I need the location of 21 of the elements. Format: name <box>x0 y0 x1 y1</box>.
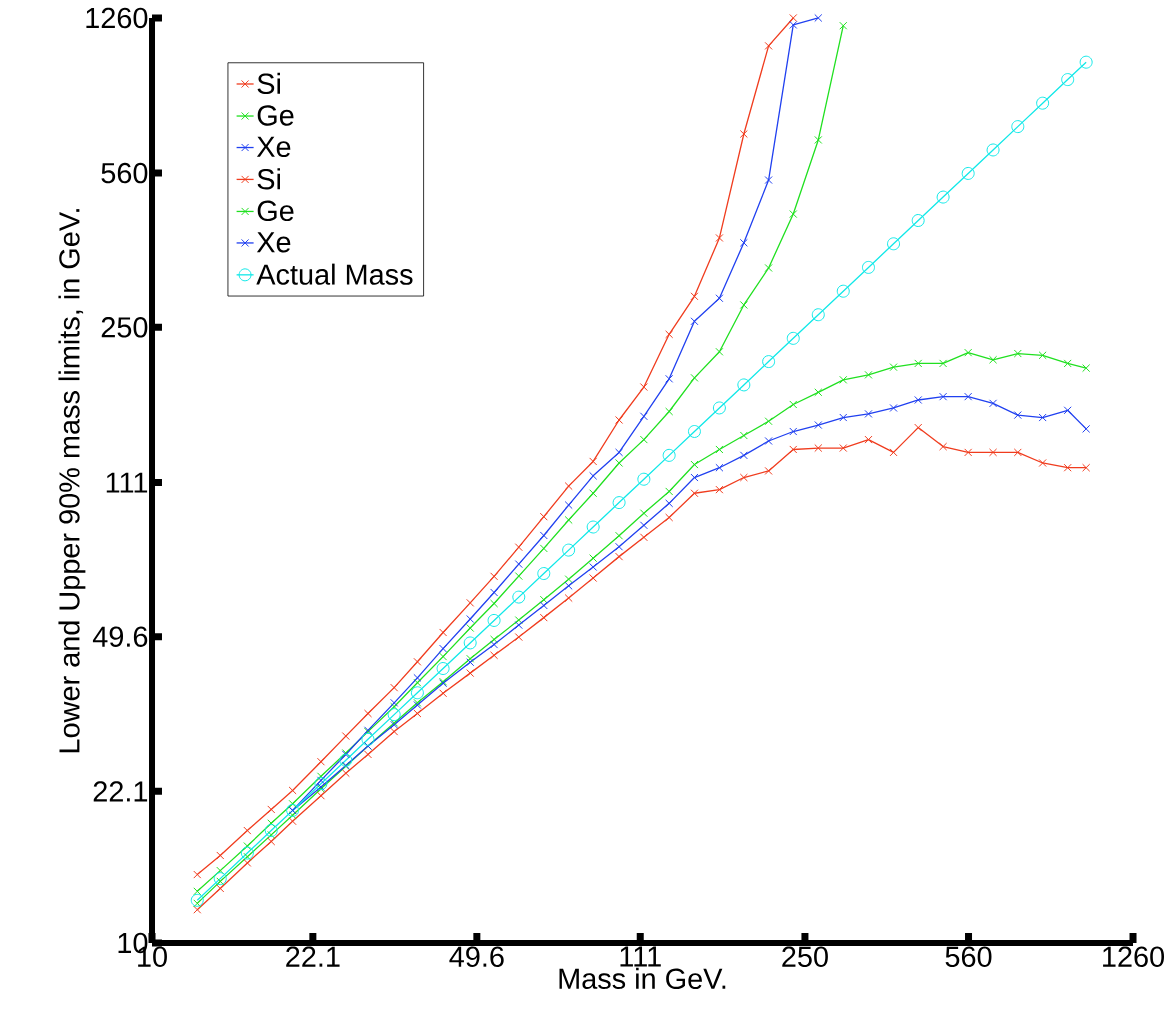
legend-label: Actual Mass <box>256 263 413 285</box>
y-tick-label: 111 <box>106 472 148 493</box>
x-tick-label: 111 <box>620 946 661 967</box>
x-tick-label: 22.1 <box>286 946 340 967</box>
y-tick-label: 250 <box>101 317 148 338</box>
legend-label: Si <box>257 168 280 190</box>
legend-label: Ge <box>257 105 294 126</box>
legend-label: Xe <box>256 136 291 157</box>
y-tick-label: 22.1 <box>93 781 148 802</box>
legend-label: Ge <box>257 200 294 222</box>
x-tick-label: 250 <box>782 946 828 967</box>
legend-label: Xe <box>256 232 291 253</box>
legend-label: Si <box>257 72 280 94</box>
x-tick-label: 560 <box>945 946 992 967</box>
x-axis-title: Mass in GeV. <box>559 967 726 990</box>
y-tick-label: 560 <box>101 162 148 184</box>
y-axis-title: Lower and Upper 90% mass limits, in GeV. <box>58 209 86 753</box>
y-tick-label: 1260 <box>86 7 148 29</box>
x-tick-label: 49.6 <box>449 946 504 967</box>
y-tick-label: 49.6 <box>92 626 148 647</box>
x-tick-label: 1260 <box>1103 946 1165 967</box>
